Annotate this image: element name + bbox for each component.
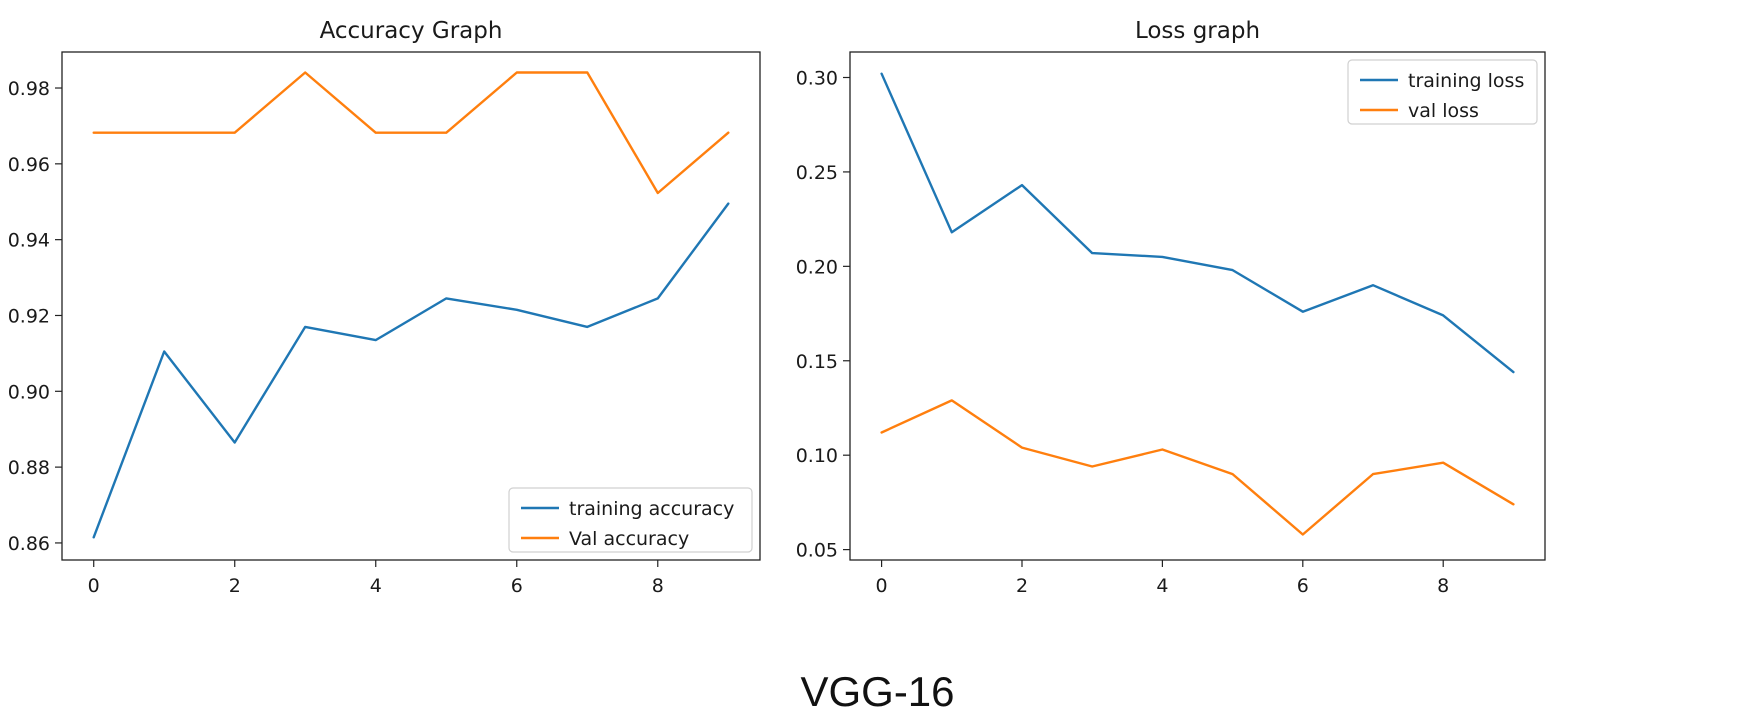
y-tick-label: 0.05 xyxy=(796,540,838,562)
y-tick-label: 0.30 xyxy=(796,67,838,89)
y-tick-label: 0.90 xyxy=(8,381,50,403)
y-tick-label: 0.10 xyxy=(796,445,838,467)
legend-box xyxy=(1347,59,1538,125)
series-line-training-accuracy xyxy=(92,202,730,539)
y-tick-label: 0.92 xyxy=(8,305,50,327)
x-tick-label: 6 xyxy=(1297,575,1309,597)
y-tick-label: 0.25 xyxy=(796,162,838,184)
plot-frame xyxy=(61,51,761,561)
y-tick-label: 0.98 xyxy=(8,78,50,100)
series-line-training-loss xyxy=(880,72,1515,374)
figure-caption: VGG-16 xyxy=(800,668,955,715)
x-tick-label: 2 xyxy=(1016,575,1028,597)
x-tick-label: 4 xyxy=(1156,575,1168,597)
loss-chart: Loss graph 0 2 4 6 8 0.05 0.10 0.15 0.20 0.25 0.30 t… xyxy=(796,18,1546,597)
plot-frame xyxy=(849,51,1546,561)
legend: training accuracy Val accuracy xyxy=(508,487,753,553)
y-tick-label: 0.86 xyxy=(8,533,50,555)
legend-label: Val accuracy xyxy=(569,528,689,550)
x-tick-label: 4 xyxy=(370,575,382,597)
x-tick-label: 8 xyxy=(1437,575,1449,597)
x-tick-label: 8 xyxy=(652,575,664,597)
x-tick-label: 2 xyxy=(229,575,241,597)
x-tick-label: 6 xyxy=(511,575,523,597)
series-line-val-accuracy xyxy=(92,71,730,195)
series-line-val-loss xyxy=(880,399,1515,536)
legend-label: training accuracy xyxy=(569,498,734,520)
legend: training loss val loss xyxy=(1347,59,1538,125)
x-tick-label: 0 xyxy=(88,575,100,597)
y-tick-label: 0.88 xyxy=(8,457,50,479)
legend-label: val loss xyxy=(1408,100,1479,122)
legend-box xyxy=(508,487,753,553)
y-tick-label: 0.15 xyxy=(796,351,838,373)
legend-label: training loss xyxy=(1408,70,1524,92)
y-tick-label: 0.20 xyxy=(796,256,838,278)
chart-title: Accuracy Graph xyxy=(320,18,503,44)
chart-title: Loss graph xyxy=(1135,18,1260,44)
accuracy-chart: Accuracy Graph 0 2 4 6 8 0.86 0.88 0.90 0.92 0.94 0… xyxy=(8,18,761,597)
y-tick-label: 0.96 xyxy=(8,154,50,176)
x-tick-label: 0 xyxy=(876,575,888,597)
y-tick-label: 0.94 xyxy=(8,230,50,252)
